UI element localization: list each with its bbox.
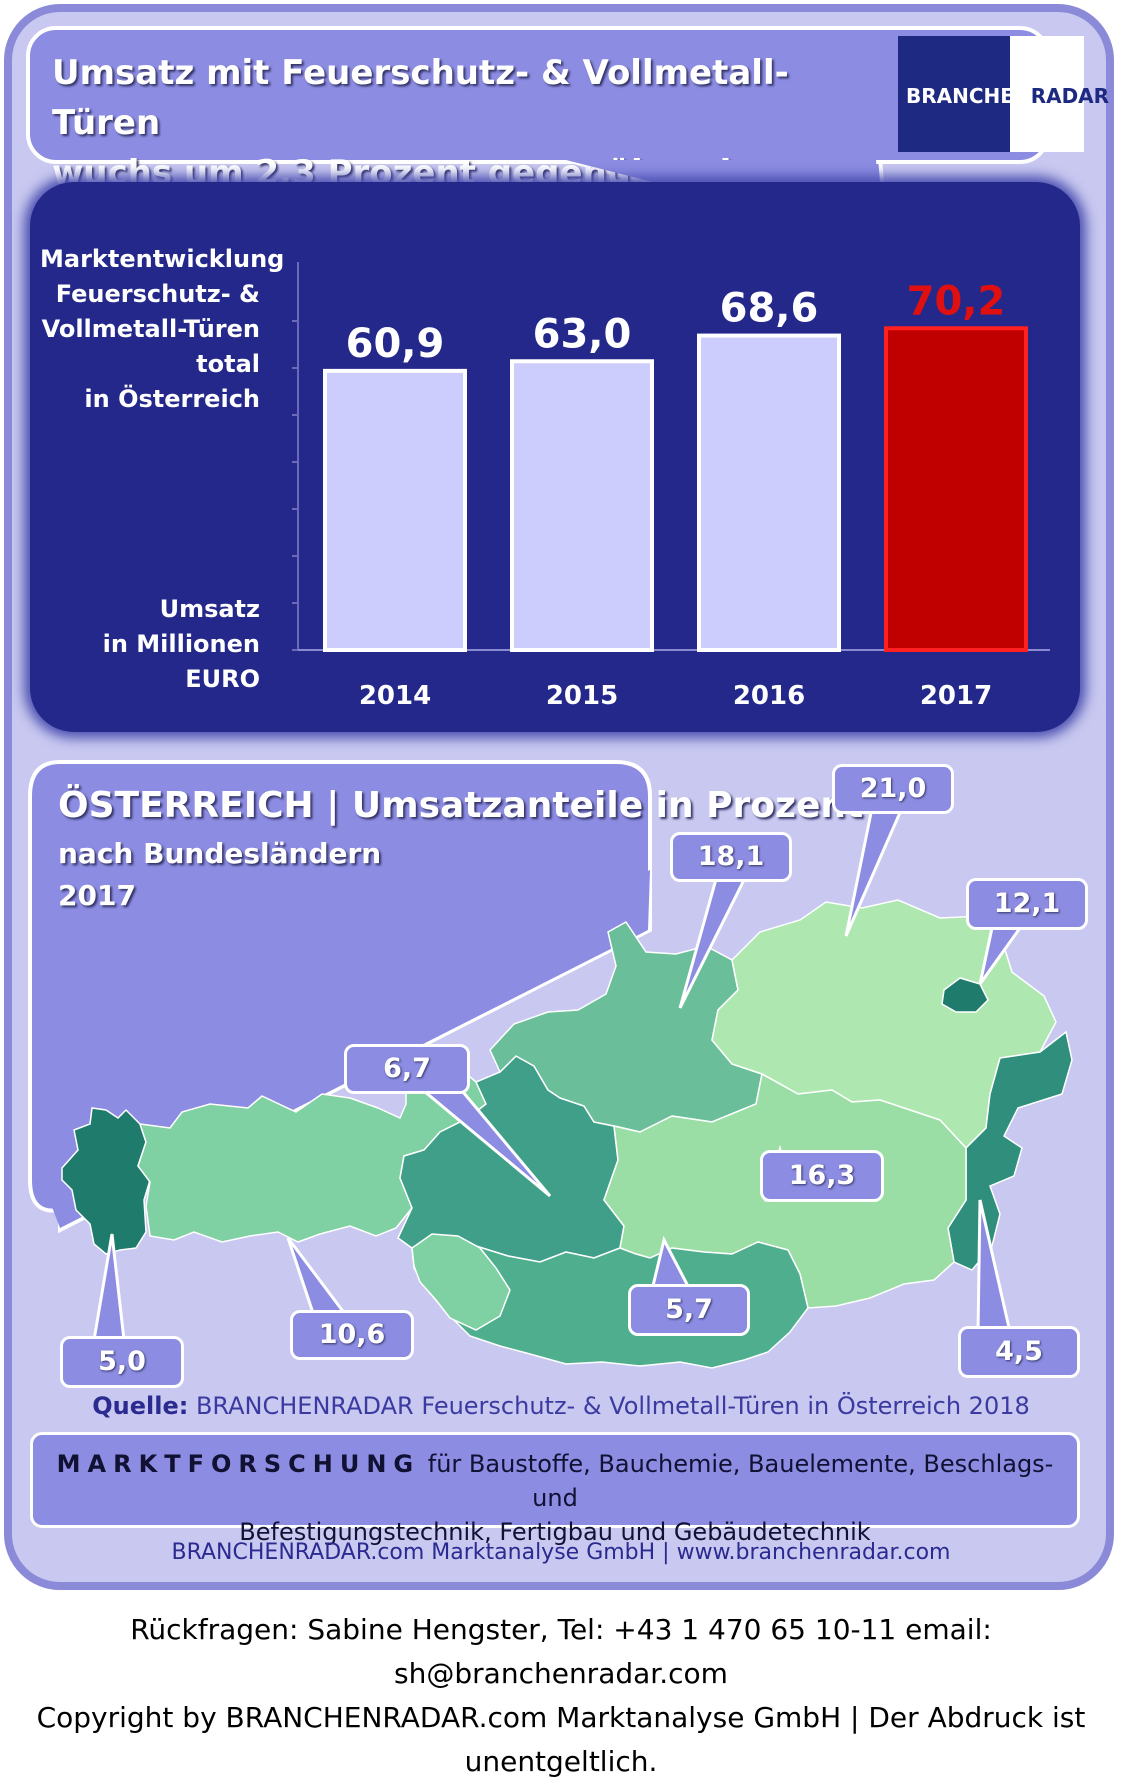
callout-vorarlberg: 5,0 [60, 1336, 184, 1388]
bar-value-label-2017: 70,2 [907, 278, 1006, 324]
callout-niederoesterreich: 21,0 [832, 764, 954, 814]
footer-line-1-rest: für Baustoffe, Bauchemie, Bauelemente, B… [420, 1450, 1054, 1512]
callout-oberoesterreich: 18,1 [670, 832, 792, 882]
bar-2014 [323, 368, 467, 652]
chart-desc-line-4: total [196, 350, 260, 378]
bar-2015 [510, 359, 654, 652]
bar-2017 [884, 326, 1028, 652]
pointer-21-0 [844, 806, 905, 937]
chart-desc-line-3: Vollmetall-Türen [41, 315, 260, 343]
footer-line-1: MARKTFORSCHUNG für Baustoffe, Bauchemie,… [33, 1447, 1077, 1515]
bar-value-label-2016: 68,6 [720, 286, 819, 332]
pointer-4-5 [976, 1199, 1012, 1334]
callout-tirol: 10,6 [290, 1310, 414, 1360]
source-text: BRANCHENRADAR Feuerschutz- & Vollmetall-… [188, 1392, 1030, 1420]
logo-text: BRANCHENRADAR [906, 84, 1109, 108]
contact-line: Rückfragen: Sabine Hengster, Tel: +43 1 … [130, 1613, 992, 1690]
footer-line-2: Befestigungstechnik, Fertigbau und Gebäu… [239, 1518, 871, 1546]
region-kaernten [411, 1241, 809, 1369]
contact-block: Rückfragen: Sabine Hengster, Tel: +43 1 … [0, 1608, 1122, 1784]
bar-value-label-2014: 60,9 [346, 321, 445, 367]
source-label: Quelle: [92, 1392, 189, 1420]
copyright-line: Copyright by BRANCHENRADAR.com Marktanal… [36, 1701, 1086, 1778]
pointer-5-0 [92, 1233, 126, 1342]
bar-2016 [697, 333, 841, 652]
chart-description: Marktentwicklung Feuerschutz- & Vollmeta… [40, 242, 285, 417]
callout-kaernten: 5,7 [628, 1284, 750, 1336]
callout-wien: 12,1 [966, 878, 1088, 930]
callout-burgenland: 4,5 [958, 1326, 1080, 1378]
branchenradar-logo: BRANCHENRADAR [898, 36, 1109, 152]
logo-square [898, 36, 1010, 152]
website-line: BRANCHENRADAR.com Marktanalyse GmbH | ww… [171, 1540, 951, 1565]
pointer-18-1 [678, 870, 751, 1009]
bar-value-label-2015: 63,0 [533, 311, 632, 357]
map-year: 2017 [58, 879, 136, 912]
unit-label: Umsatz in Millionen EURO [40, 592, 260, 697]
logo-text-part2: RADAR [1030, 84, 1110, 108]
callout-pointers [92, 806, 1023, 1342]
unit-line-2: in Millionen EURO [102, 630, 260, 693]
region-wien [941, 977, 989, 1013]
x-tick-label-2015: 2015 [546, 681, 618, 711]
x-tick-label-2016: 2016 [733, 681, 805, 711]
map-title: ÖSTERREICH | Umsatzanteile in Prozent [58, 785, 864, 826]
marktforschung-label: MARKTFORSCHUNG [56, 1450, 421, 1478]
callout-salzburg: 6,7 [344, 1044, 470, 1094]
headline-line-1: Umsatz mit Feuerschutz- & Vollmetall-Tür… [52, 53, 789, 143]
x-tick-label-2017: 2017 [920, 681, 992, 711]
chart-desc-line-2: Feuerschutz- & [55, 280, 260, 308]
unit-line-1: Umsatz [159, 595, 260, 623]
region-osttirol [411, 1233, 511, 1331]
bar-chart: 60,9 2014 63,0 2015 68,6 2016 70,2 2017 [292, 262, 1050, 711]
pointer-5-7 [650, 1235, 693, 1292]
chart-desc-line-1: Marktentwicklung [40, 245, 285, 273]
pointer-6-7 [413, 1084, 552, 1198]
map-title-block: ÖSTERREICH | Umsatzanteile in Prozent na… [58, 784, 863, 916]
source-line: Quelle: BRANCHENRADAR Feuerschutz- & Vol… [0, 1392, 1122, 1420]
map-subtitle: nach Bundesländern [58, 837, 382, 870]
marktforschung-box: MARKTFORSCHUNG für Baustoffe, Bauchemie,… [30, 1432, 1080, 1546]
pointer-12-1 [978, 926, 1023, 985]
chart-desc-line-5: in Österreich [84, 385, 260, 413]
callout-steiermark: 16,3 [760, 1150, 884, 1202]
x-tick-label-2014: 2014 [359, 681, 431, 711]
logo-text-part1: BRANCHEN [906, 84, 1031, 108]
